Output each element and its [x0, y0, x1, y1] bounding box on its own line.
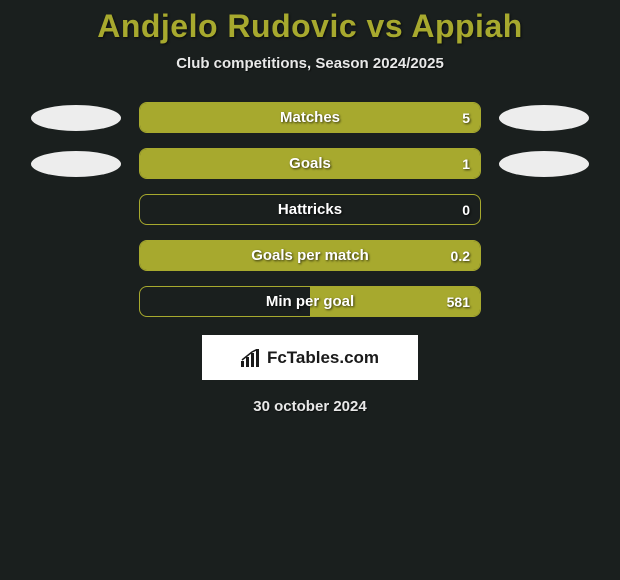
- comparison-infographic: Andjelo Rudovic vs Appiah Club competiti…: [0, 0, 620, 415]
- stat-bar-fill: [140, 241, 480, 270]
- stat-row: Matches5: [0, 102, 620, 133]
- page-title: Andjelo Rudovic vs Appiah: [97, 8, 523, 45]
- logo-box: FcTables.com: [202, 335, 418, 380]
- stat-bar: Min per goal581: [139, 286, 481, 317]
- left-placeholder: [31, 289, 121, 315]
- stat-value: 0: [462, 195, 470, 224]
- stat-row: Min per goal581: [0, 286, 620, 317]
- stats-area: Matches5 Goals1 Hattricks0 Goals per match0…: [0, 102, 620, 317]
- stat-bar-fill: [140, 103, 480, 132]
- left-ellipse: [31, 151, 121, 177]
- stat-bar-fill: [140, 149, 480, 178]
- stat-bar-fill: [310, 287, 480, 316]
- date-text: 30 october 2024: [253, 398, 366, 415]
- left-placeholder: [31, 243, 121, 269]
- right-placeholder: [499, 289, 589, 315]
- logo-text: FcTables.com: [267, 348, 379, 368]
- stat-row: Hattricks0: [0, 194, 620, 225]
- chart-icon: [241, 349, 263, 367]
- stat-bar: Goals1: [139, 148, 481, 179]
- vs-text: vs: [367, 8, 404, 44]
- right-ellipse: [499, 105, 589, 131]
- stat-row: Goals per match0.2: [0, 240, 620, 271]
- subtitle: Club competitions, Season 2024/2025: [176, 55, 444, 72]
- stat-row: Goals1: [0, 148, 620, 179]
- right-placeholder: [499, 243, 589, 269]
- player1-name: Andjelo Rudovic: [97, 8, 357, 44]
- stat-label: Hattricks: [140, 195, 480, 224]
- right-ellipse: [499, 151, 589, 177]
- stat-bar: Hattricks0: [139, 194, 481, 225]
- left-placeholder: [31, 197, 121, 223]
- stat-bar: Goals per match0.2: [139, 240, 481, 271]
- stat-bar: Matches5: [139, 102, 481, 133]
- right-placeholder: [499, 197, 589, 223]
- player2-name: Appiah: [411, 8, 522, 44]
- left-ellipse: [31, 105, 121, 131]
